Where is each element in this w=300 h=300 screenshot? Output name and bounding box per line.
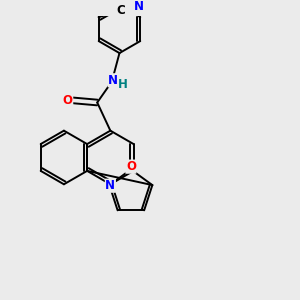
Text: C: C [116,4,125,17]
Text: N: N [134,0,144,13]
Text: H: H [118,78,128,91]
Text: N: N [108,74,118,87]
Text: N: N [105,179,116,192]
Text: O: O [126,160,136,173]
Text: O: O [63,94,73,107]
